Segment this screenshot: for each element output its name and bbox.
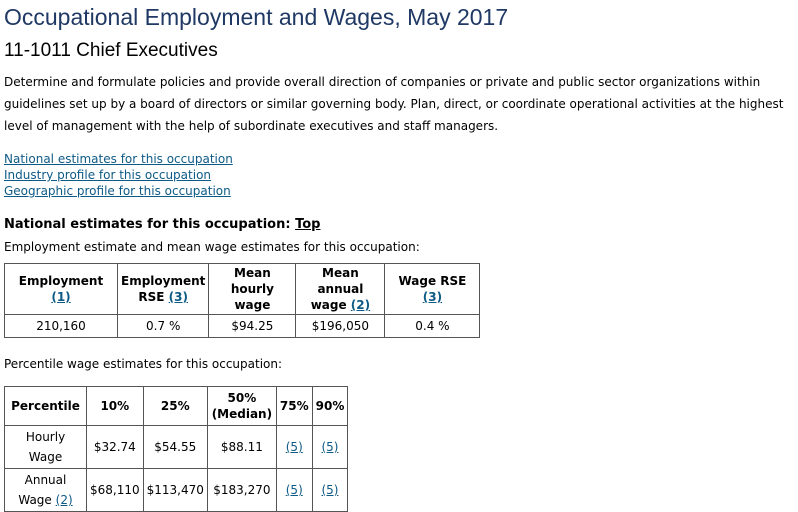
header-10: 10%	[86, 386, 144, 426]
header-75: 75%	[275, 386, 313, 426]
footnote-link[interactable]: (2)	[350, 298, 371, 312]
cell-mean-hourly: $94.25	[208, 314, 297, 338]
cell-hourly-10: $32.74	[86, 425, 144, 469]
cell-annual-90: (5)	[311, 468, 349, 512]
cell-annual-25: $113,470	[142, 468, 208, 512]
row-label-hourly: Hourly Wage	[4, 425, 87, 469]
national-heading-text: National estimates for this occupation:	[4, 217, 291, 232]
row-label-annual: Annual Wage (2)	[4, 468, 87, 512]
cell-annual-10: $68,110	[86, 468, 144, 512]
cell-hourly-50: $88.11	[206, 425, 277, 469]
percentile-wage-table: Percentile 10% 25% 50% (Median) 75% 90% …	[4, 386, 349, 512]
header-50-median: 50% (Median)	[206, 386, 277, 426]
header-mean-hourly: Mean hourly wage	[208, 263, 297, 315]
cell-hourly-90: (5)	[311, 425, 349, 469]
header-wage-rse: Wage RSE (3)	[384, 263, 481, 315]
occupation-description: Determine and formulate policies and pro…	[4, 75, 784, 133]
cell-annual-75: (5)	[275, 468, 313, 512]
link-geographic-profile[interactable]: Geographic profile for this occupation	[4, 184, 231, 198]
top-link[interactable]: Top	[295, 217, 321, 232]
link-industry-profile[interactable]: Industry profile for this occupation	[4, 168, 212, 182]
table-row: 210,160 0.7 % $94.25 $196,050 0.4 %	[4, 314, 481, 338]
cell-employment: 210,160	[4, 314, 118, 338]
footnote-link[interactable]: (2)	[55, 493, 73, 507]
table-header-row: Employment (1) Employment RSE (3) Mean h…	[4, 263, 481, 315]
cell-wage-rse: 0.4 %	[384, 314, 481, 338]
footnote-link[interactable]: (5)	[285, 440, 303, 454]
header-employment: Employment (1)	[4, 263, 118, 315]
link-national-estimates[interactable]: National estimates for this occupation	[4, 152, 233, 166]
cell-employment-rse: 0.7 %	[116, 314, 210, 338]
section-links: National estimates for this occupation I…	[4, 151, 794, 199]
cell-annual-50: $183,270	[206, 468, 277, 512]
page-title: Occupational Employment and Wages, May 2…	[4, 4, 509, 30]
cell-mean-annual: $196,050	[295, 314, 386, 338]
occupation-title: 11-1011 Chief Executives	[4, 40, 218, 61]
header-25: 25%	[142, 386, 208, 426]
footnote-link[interactable]: (3)	[168, 290, 188, 304]
footnote-link[interactable]: (3)	[422, 290, 443, 304]
employment-subtitle: Employment estimate and mean wage estima…	[4, 240, 420, 254]
table-row: Annual Wage (2) $68,110 $113,470 $183,27…	[4, 468, 349, 512]
percentile-subtitle: Percentile wage estimates for this occup…	[4, 357, 283, 371]
table-row: Hourly Wage $32.74 $54.55 $88.11 (5) (5)	[4, 425, 349, 469]
footnote-link[interactable]: (5)	[321, 440, 339, 454]
national-estimates-heading: National estimates for this occupation: …	[4, 216, 794, 234]
header-90: 90%	[311, 386, 349, 426]
cell-hourly-25: $54.55	[142, 425, 208, 469]
header-mean-annual: Mean annual wage (2)	[295, 263, 386, 315]
header-employment-rse: Employment RSE (3)	[116, 263, 210, 315]
table-header-row: Percentile 10% 25% 50% (Median) 75% 90%	[4, 386, 349, 426]
footnote-link[interactable]: (5)	[285, 483, 303, 497]
footnote-link[interactable]: (1)	[51, 290, 71, 304]
header-percentile: Percentile	[4, 386, 87, 426]
cell-hourly-75: (5)	[275, 425, 313, 469]
footnote-link[interactable]: (5)	[321, 483, 339, 497]
employment-wage-table: Employment (1) Employment RSE (3) Mean h…	[4, 263, 481, 338]
